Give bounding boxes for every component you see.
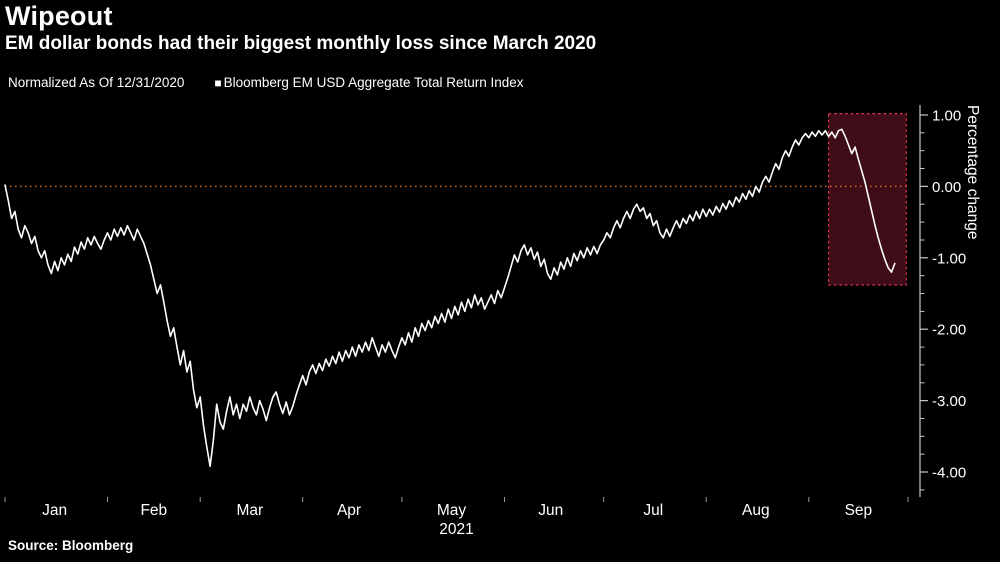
highlight-region (827, 112, 907, 286)
x-axis-tick-label-mar: Mar (236, 502, 263, 519)
source-label: Source: Bloomberg (8, 538, 134, 553)
x-axis-tick-label-aug: Aug (742, 502, 770, 519)
y-axis-tick-label: -3.00 (932, 393, 966, 410)
x-axis-tick-label-feb: Feb (140, 502, 167, 519)
x-axis-tick-label-apr: Apr (337, 502, 361, 519)
y-axis-tick-label: 0.00 (932, 179, 961, 196)
y-axis-title: Percentage change (964, 105, 981, 240)
x-axis-year-label: 2021 (439, 521, 474, 538)
series-swatch-icon: ■ (214, 76, 222, 90)
x-axis-tick-label-jun: Jun (538, 502, 563, 519)
chart-subtitle: EM dollar bonds had their biggest monthl… (5, 33, 597, 54)
y-axis-tick-label: 1.00 (932, 108, 961, 125)
x-axis-tick-label-jan: Jan (42, 502, 67, 519)
series-line (4, 128, 896, 468)
legend-series-item: ■ Bloomberg EM USD Aggregate Total Retur… (214, 75, 523, 90)
chart-legend: Normalized As Of 12/31/2020 ■ Bloomberg … (8, 75, 524, 90)
y-axis-tick-label: -4.00 (932, 465, 966, 482)
x-axis-tick-label-jul: Jul (643, 502, 663, 519)
y-axis-tick-label: -2.00 (932, 322, 966, 339)
x-axis-tick-label-sep: Sep (845, 502, 873, 519)
legend-series-label: Bloomberg EM USD Aggregate Total Return … (223, 75, 524, 90)
legend-normalized-label: Normalized As Of 12/31/2020 (8, 75, 185, 90)
chart-title: Wipeout (5, 1, 113, 31)
y-axis-tick-label: -1.00 (932, 250, 966, 267)
x-axis-tick-label-may: May (437, 502, 467, 519)
